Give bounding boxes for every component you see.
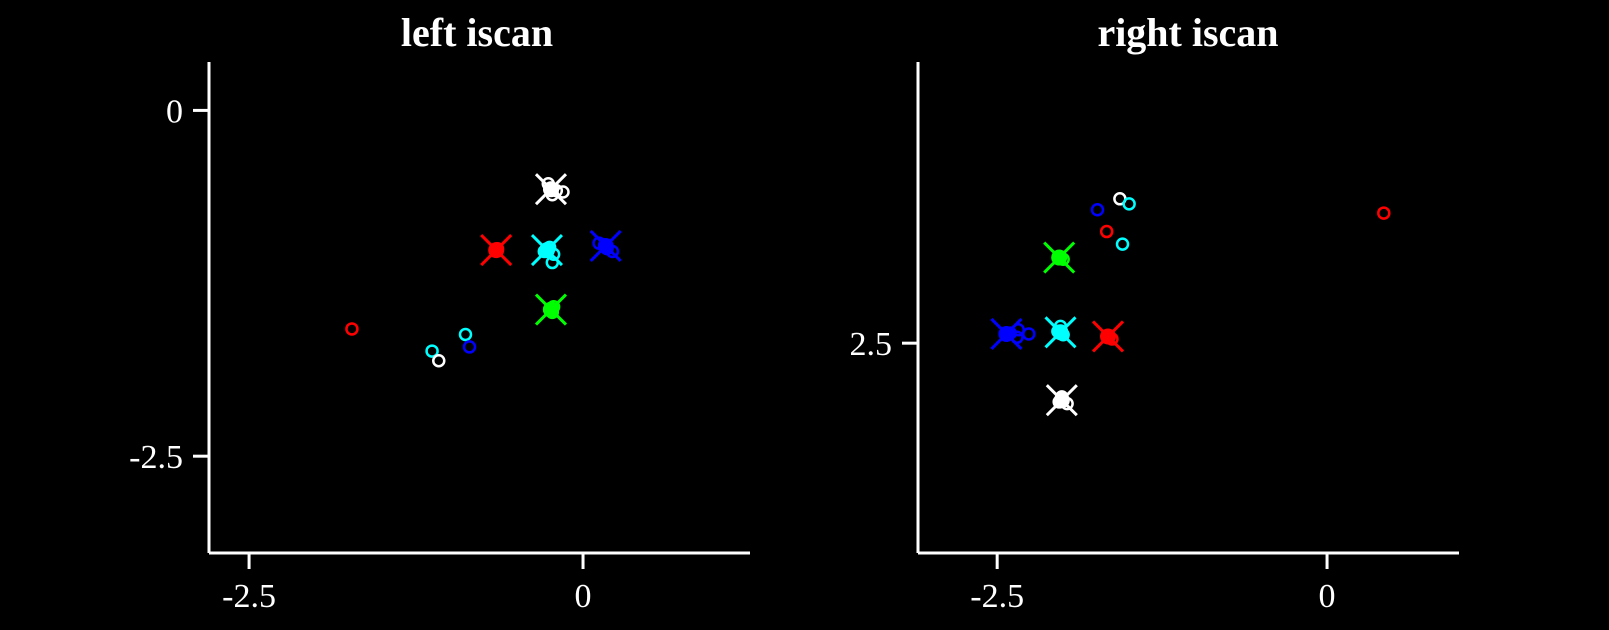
target-marker-white: [1045, 384, 1078, 417]
y-tick-label: 0: [166, 93, 183, 130]
target-marker-blue: [589, 229, 622, 263]
target-marker-white: [534, 173, 568, 206]
right-iscan-panel: right iscan -2.5 0 2.5: [850, 10, 1459, 615]
data-point-white: [432, 353, 446, 368]
data-point-cyan: [458, 327, 473, 342]
right-iscan-marks: [990, 192, 1391, 417]
data-point-red: [1099, 224, 1114, 239]
left-iscan-title: left iscan: [401, 10, 553, 55]
y-tick-label: 2.5: [850, 326, 893, 363]
target-marker-green: [1043, 241, 1076, 274]
target-marker-red: [1091, 320, 1125, 353]
x-tick-label: 0: [575, 578, 592, 615]
left-iscan-panel: left iscan -2.5 0 0 -2.5: [129, 10, 750, 615]
target-marker-cyan: [530, 234, 564, 267]
data-point-blue: [1090, 202, 1105, 217]
data-point-cyan: [1122, 197, 1136, 211]
data-point-cyan: [1115, 237, 1130, 251]
data-point-red: [345, 322, 359, 336]
y-tick-label: -2.5: [129, 439, 183, 476]
data-point-blue: [462, 340, 477, 354]
target-marker-green: [534, 293, 568, 326]
left-iscan-axes: -2.5 0 0 -2.5: [129, 62, 750, 615]
x-tick-label: -2.5: [970, 578, 1024, 615]
target-marker-red: [480, 234, 513, 267]
right-iscan-axes: -2.5 0 2.5: [850, 62, 1459, 615]
right-iscan-title: right iscan: [1097, 10, 1278, 55]
left-iscan-marks: [345, 173, 622, 368]
target-marker-blue: [990, 317, 1023, 350]
data-point-red: [1377, 206, 1391, 220]
data-point-cyan: [425, 344, 439, 358]
target-marker-cyan: [1044, 316, 1077, 349]
x-tick-label: -2.5: [222, 578, 276, 615]
x-tick-label: 0: [1319, 578, 1336, 615]
data-point-blue: [1022, 327, 1036, 341]
